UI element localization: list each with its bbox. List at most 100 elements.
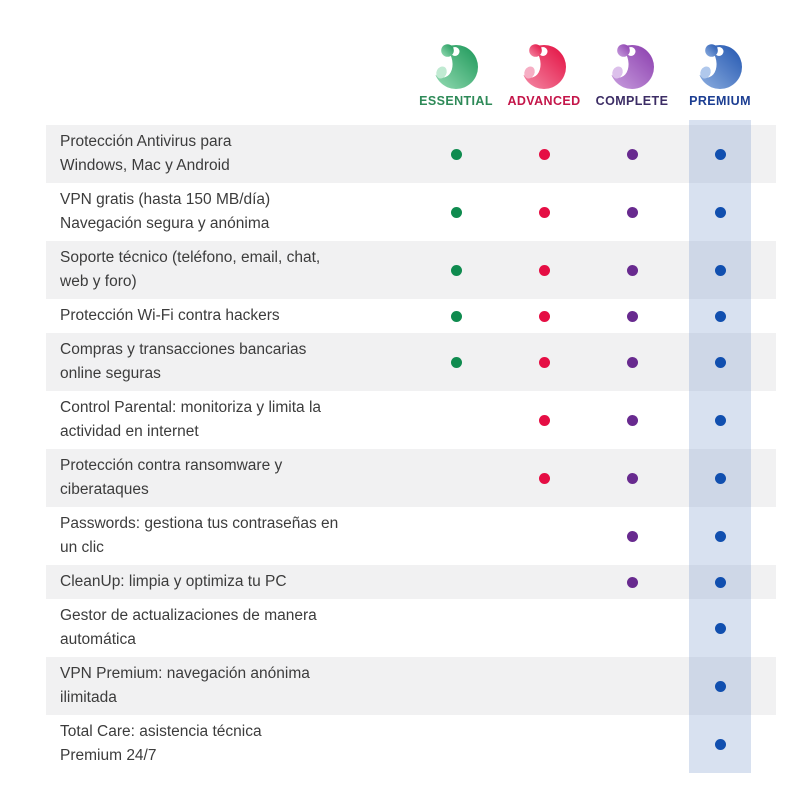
panda-logo-icon — [433, 44, 478, 89]
feature-dot-essential — [412, 662, 500, 710]
feature-dot-premium — [676, 130, 764, 178]
table-row: Compras y transacciones bancarias online… — [46, 333, 776, 391]
feature-text: Control Parental: monitoriza y limita la… — [60, 399, 322, 440]
feature-dot-advanced — [500, 604, 588, 652]
feature-text: Passwords: gestiona tus contraseñas en u… — [60, 515, 339, 556]
panda-logo-icon — [609, 44, 654, 89]
dot-icon — [714, 310, 726, 322]
dot-icon — [626, 310, 638, 322]
feature-dot-premium — [676, 604, 764, 652]
feature-text: Compras y transacciones bancarias online… — [60, 341, 307, 382]
plan-column-essential: ESSENTIAL — [412, 44, 500, 108]
feature-text: Protección Wi-Fi contra hackers — [60, 307, 280, 324]
dot-icon — [450, 310, 462, 322]
dot-icon — [626, 148, 638, 160]
dot-icon — [538, 264, 550, 276]
feature-text: VPN Premium: navegación anónima ilimitad… — [60, 665, 310, 706]
feature-dot-advanced — [500, 570, 588, 594]
dot-icon — [714, 414, 726, 426]
table-row: VPN Premium: navegación anónima ilimitad… — [46, 657, 776, 715]
feature-dot-advanced — [500, 454, 588, 502]
feature-dot-advanced — [500, 396, 588, 444]
feature-dot-complete — [588, 130, 676, 178]
feature-text: Protección contra ransomware y ciberataq… — [60, 457, 283, 498]
dot-icon — [626, 530, 638, 542]
dot-icon — [626, 576, 638, 588]
feature-dot-premium — [676, 338, 764, 386]
dot-icon — [714, 472, 726, 484]
feature-dot-advanced — [500, 130, 588, 178]
feature-dot-premium — [676, 512, 764, 560]
dot-icon — [626, 414, 638, 426]
feature-dot-essential — [412, 338, 500, 386]
feature-dot-premium — [676, 570, 764, 594]
dot-icon — [714, 148, 726, 160]
feature-dot-essential — [412, 188, 500, 236]
dot-icon — [626, 206, 638, 218]
table-row: CleanUp: limpia y optimiza tu PC — [46, 565, 776, 599]
feature-dot-complete — [588, 304, 676, 328]
feature-dot-complete — [588, 454, 676, 502]
feature-dot-premium — [676, 304, 764, 328]
feature-dot-advanced — [500, 662, 588, 710]
feature-dot-complete — [588, 570, 676, 594]
dot-icon — [714, 206, 726, 218]
dot-icon — [538, 356, 550, 368]
feature-dot-premium — [676, 662, 764, 710]
plan-column-premium: PREMIUM — [676, 44, 764, 108]
feature-dot-essential — [412, 130, 500, 178]
dot-icon — [626, 264, 638, 276]
feature-dot-premium — [676, 454, 764, 502]
dot-icon — [538, 206, 550, 218]
dot-icon — [538, 414, 550, 426]
dot-icon — [450, 264, 462, 276]
panda-logo-icon — [521, 44, 566, 89]
feature-dot-complete — [588, 604, 676, 652]
feature-dot-complete — [588, 188, 676, 236]
feature-dot-advanced — [500, 512, 588, 560]
feature-dot-essential — [412, 396, 500, 444]
feature-text: VPN gratis (hasta 150 MB/día) Navegación… — [60, 191, 271, 232]
feature-dot-advanced — [500, 246, 588, 294]
table-row: VPN gratis (hasta 150 MB/día) Navegación… — [46, 183, 776, 241]
table-row: Total Care: asistencia técnica Premium 2… — [46, 715, 776, 773]
dot-icon — [450, 356, 462, 368]
dot-icon — [714, 680, 726, 692]
feature-dot-essential — [412, 246, 500, 294]
dot-icon — [538, 310, 550, 322]
table-row: Control Parental: monitoriza y limita la… — [46, 391, 776, 449]
panda-logo-icon — [697, 44, 742, 89]
dot-icon — [626, 472, 638, 484]
feature-dot-complete — [588, 246, 676, 294]
feature-rows: Protección Antivirus para Windows, Mac y… — [46, 120, 776, 773]
dot-icon — [626, 356, 638, 368]
feature-dot-complete — [588, 396, 676, 444]
dot-icon — [714, 622, 726, 634]
plan-column-advanced: ADVANCED — [500, 44, 588, 108]
feature-dot-essential — [412, 454, 500, 502]
dot-icon — [538, 148, 550, 160]
feature-text: Total Care: asistencia técnica Premium 2… — [60, 723, 262, 764]
feature-text: Gestor de actualizaciones de manera auto… — [60, 607, 317, 648]
feature-dot-essential — [412, 720, 500, 768]
table-row: Protección contra ransomware y ciberataq… — [46, 449, 776, 507]
feature-dot-essential — [412, 604, 500, 652]
plan-label-advanced: ADVANCED — [507, 94, 581, 108]
feature-dot-complete — [588, 338, 676, 386]
feature-dot-advanced — [500, 188, 588, 236]
dot-icon — [714, 530, 726, 542]
feature-dot-complete — [588, 662, 676, 710]
feature-dot-complete — [588, 720, 676, 768]
table-row: Gestor de actualizaciones de manera auto… — [46, 599, 776, 657]
plan-column-complete: COMPLETE — [588, 44, 676, 108]
comparison-table: ESSENTIAL ADVANCED — [46, 40, 776, 773]
feature-dot-essential — [412, 570, 500, 594]
table-row: Protección Antivirus para Windows, Mac y… — [46, 125, 776, 183]
feature-text: CleanUp: limpia y optimiza tu PC — [60, 573, 287, 590]
feature-dot-premium — [676, 720, 764, 768]
feature-dot-advanced — [500, 304, 588, 328]
dot-icon — [450, 206, 462, 218]
feature-dot-essential — [412, 304, 500, 328]
feature-dot-premium — [676, 246, 764, 294]
